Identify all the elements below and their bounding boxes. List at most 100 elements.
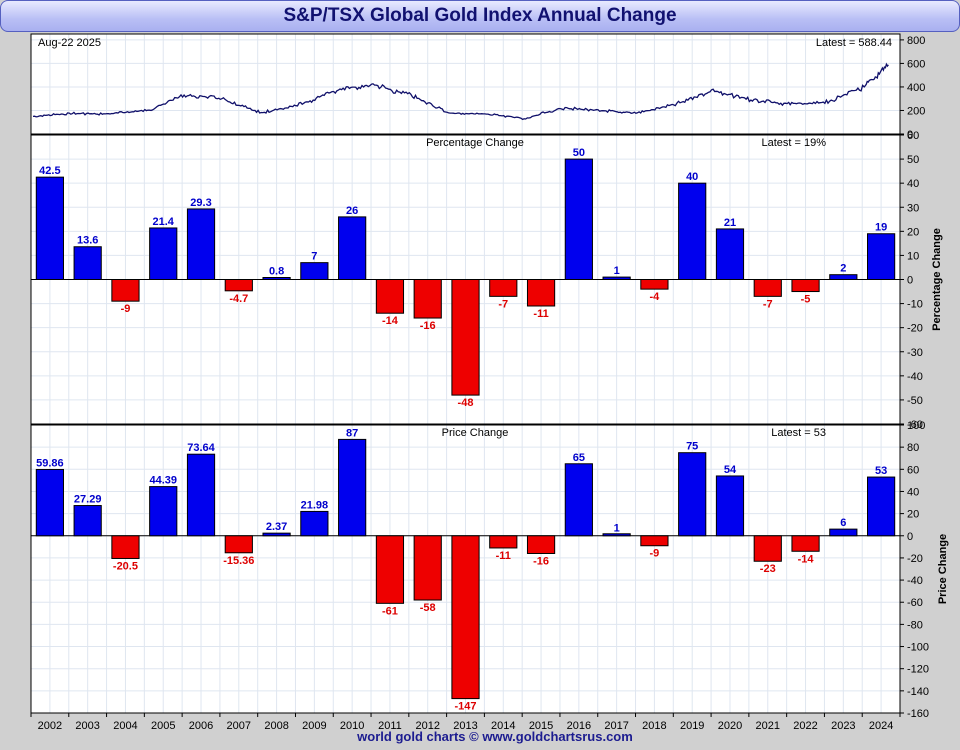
latest-label: Latest = 53 [771,427,826,439]
panel-title: Price Change [442,427,509,439]
bar-2004 [111,535,140,559]
bar-2016 [564,463,593,537]
x-tick-label-2004: 2004 [113,720,137,732]
data-label-2013: -48 [458,397,474,409]
data-label-2010: 87 [346,427,358,439]
data-label-2013: -147 [454,701,476,713]
bar-2005 [149,227,178,281]
bar-2023 [829,528,858,537]
bar-2014 [489,535,518,549]
data-label-2014: -7 [498,298,508,310]
y-tick-label: 60 [907,464,919,476]
panel-title: Percentage Change [426,137,524,149]
y-tick-label: 30 [907,202,919,214]
y-tick-label: -30 [907,347,923,359]
data-label-2022: -5 [801,294,811,306]
data-label-2021: -23 [760,563,776,575]
bar-2013 [451,279,480,396]
x-tick-label-2003: 2003 [75,720,99,732]
bar-2022 [791,279,820,293]
latest-price-label: Latest = 588.44 [816,37,892,49]
data-label-2004: -20.5 [113,560,138,572]
x-tick-label-2018: 2018 [642,720,666,732]
y-tick-label: 0 [907,275,913,287]
data-label-2011: -61 [382,605,398,617]
data-label-2022: -14 [798,553,815,565]
bar-2018 [640,279,669,290]
data-label-2008: 0.8 [269,266,284,278]
data-label-2017: 1 [614,265,620,277]
bar-2007 [224,535,253,554]
x-tick-label-2006: 2006 [189,720,213,732]
y-tick-label: -40 [907,575,923,587]
bar-2006 [186,208,216,280]
x-tick-label-2014: 2014 [491,720,515,732]
data-label-2002: 42.5 [39,165,60,177]
bar-2021 [753,279,782,297]
title-bar [0,0,960,32]
bar-2010 [338,438,367,537]
bar-2014 [489,279,518,297]
data-label-2016: 50 [573,147,585,159]
y-tick-label: -20 [907,323,923,335]
y-tick-label: 800 [907,35,925,47]
data-label-2014: -11 [496,550,511,562]
data-label-2018: -4 [650,291,661,303]
data-label-2012: -58 [420,602,436,614]
bar-2016 [564,158,593,280]
data-label-2021: -7 [763,298,773,310]
bar-2008 [262,277,291,280]
y-tick-label: -20 [907,553,923,565]
x-tick-label-2008: 2008 [264,720,288,732]
data-label-2007: -15.36 [223,555,254,567]
y-tick-label: 40 [907,486,919,498]
bar-2020 [715,475,745,537]
y-tick-label: -120 [907,664,929,676]
data-label-2024: 53 [875,465,887,477]
data-label-2019: 75 [686,441,698,453]
data-label-2012: -16 [420,320,436,332]
bar-2002 [35,468,64,537]
panel-border-2 [30,134,901,425]
bar-2003 [73,246,102,281]
data-label-2023: 2 [840,263,846,275]
y-tick-label: -60 [907,597,923,609]
y-tick-label: 200 [907,105,925,117]
y-tick-label: 100 [907,420,925,432]
bar-2008 [262,532,291,537]
data-label-2024: 19 [875,222,887,234]
x-tick-label-2009: 2009 [302,720,326,732]
x-tick-label-2005: 2005 [151,720,175,732]
bar-2024 [867,476,896,537]
data-label-2009: 7 [311,251,317,263]
bar-2011 [375,279,405,314]
x-tick-label-2012: 2012 [415,720,439,732]
bar-2005 [149,486,178,537]
x-tick-label-2019: 2019 [680,720,704,732]
x-tick-label-2007: 2007 [227,720,251,732]
x-tick-label-2022: 2022 [793,720,817,732]
panel-border-3 [30,424,901,714]
bar-2017 [602,276,631,281]
y-tick-label: -100 [907,642,929,654]
y-tick-label: 20 [907,509,919,521]
date-label: Aug-22 2025 [38,37,101,49]
bar-2020 [715,228,745,281]
y-tick-label: 50 [907,154,919,166]
bar-2006 [186,453,216,537]
data-label-2023: 6 [840,517,846,529]
data-label-2018: -9 [650,548,660,560]
y-tick-label: 10 [907,250,919,262]
bar-2009 [300,510,329,537]
bar-2010 [338,216,367,280]
data-label-2006: 29.3 [190,197,211,209]
data-label-2016: 65 [573,452,585,464]
data-label-2002: 59.86 [36,457,64,469]
data-label-2007: -4.7 [229,293,248,305]
y-tick-label: 20 [907,226,919,238]
price-series-line [32,62,889,121]
panel-borders [30,33,901,714]
data-label-2020: 21 [724,217,736,229]
price-line-panel: 0 200 400 600 800 Aug-22 2025 Latest = 588.44 [31,35,925,141]
